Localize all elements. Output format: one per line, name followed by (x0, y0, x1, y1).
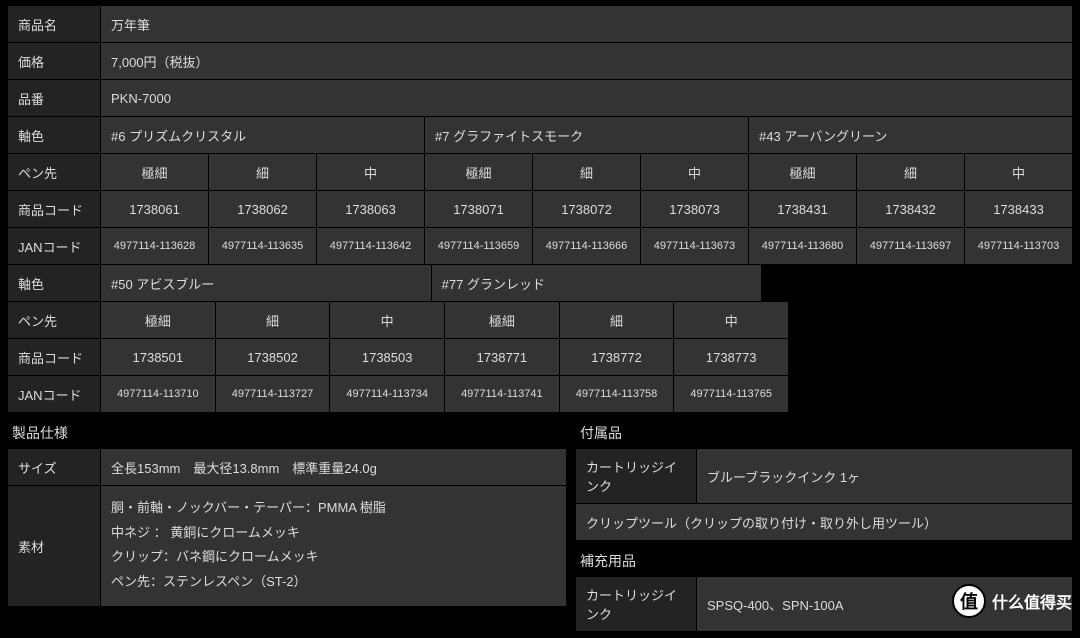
nib-row-1: 極細細中極細細中極細細中 (101, 154, 1072, 190)
table-cell: 4977114-113734 (330, 376, 444, 412)
color-name: #7 グラファイトスモーク (425, 117, 748, 153)
material-line: 胴・前軸・ノックバー・テーパー：PMMA 樹脂 (111, 496, 386, 521)
table-cell: 1738432 (857, 191, 964, 227)
table-cell: 4977114-113765 (674, 376, 788, 412)
table-cell: 1738773 (674, 339, 788, 375)
table-cell: 極細 (101, 154, 208, 190)
heading-accessories: 付属品 (576, 413, 1072, 449)
table-cell: 4977114-113666 (533, 228, 640, 264)
label-part-no: 品番 (8, 80, 100, 116)
heading-spec: 製品仕様 (8, 413, 566, 449)
value-product-name: 万年筆 (101, 6, 1072, 42)
table-cell: 4977114-113642 (317, 228, 424, 264)
table-cell: 1738503 (330, 339, 444, 375)
table-cell: 極細 (749, 154, 856, 190)
watermark-text: 什么值得买 (992, 589, 1072, 613)
color-name: #77 グランレッド (432, 265, 762, 301)
color-name: #6 プリズムクリスタル (101, 117, 424, 153)
label-product-name: 商品名 (8, 6, 100, 42)
table-cell: 中 (965, 154, 1072, 190)
code-row-1: 1738061173806217380631738071173807217380… (101, 191, 1072, 227)
watermark-icon: 值 (952, 584, 986, 618)
value-size: 全長153mm 最大径13.8mm 標準重量24.0g (101, 449, 566, 485)
table-cell: 1738771 (445, 339, 559, 375)
table-cell: 細 (209, 154, 316, 190)
table-cell: 4977114-113703 (965, 228, 1072, 264)
material-line: ペン先：ステンレスペン（ST-2） (111, 570, 307, 595)
label-cartridge-ink: カートリッジインク (576, 449, 696, 503)
material-line: クリップ：バネ鋼にクロームメッキ (111, 545, 319, 570)
table-cell: 1738431 (749, 191, 856, 227)
label-body-color: 軸色 (8, 265, 100, 301)
table-cell: 1738063 (317, 191, 424, 227)
label-jan-code: JANコード (8, 228, 100, 264)
table-cell: 細 (560, 302, 674, 338)
table-cell: 4977114-113635 (209, 228, 316, 264)
label-product-code: 商品コード (8, 191, 100, 227)
table-cell: 4977114-113741 (445, 376, 559, 412)
label-nib: ペン先 (8, 154, 100, 190)
watermark: 值 什么值得买 (952, 584, 1072, 618)
table-cell: 中 (674, 302, 788, 338)
table-cell: 1738072 (533, 191, 640, 227)
table-cell: 1738071 (425, 191, 532, 227)
table-cell: 細 (216, 302, 330, 338)
value-material: 胴・前軸・ノックバー・テーパー：PMMA 樹脂中ネジ ： 黄銅にクロームメッキク… (101, 486, 566, 606)
jan-row-1: 4977114-1136284977114-1136354977114-1136… (101, 228, 1072, 264)
value-part-no: PKN-7000 (101, 80, 1072, 116)
value-price: 7,000円（税抜） (101, 43, 1072, 79)
label-size: サイズ (8, 449, 100, 485)
nib-row-2: 極細細中極細細中 (101, 302, 1072, 338)
label-product-code: 商品コード (8, 339, 100, 375)
table-cell: 4977114-113710 (101, 376, 215, 412)
table-cell: 1738062 (209, 191, 316, 227)
value-acc-cartridge: ブルーブラックインク 1ヶ (697, 449, 1072, 503)
table-cell: 4977114-113673 (641, 228, 748, 264)
label-jan-code: JANコード (8, 376, 100, 412)
material-line: 中ネジ ： 黄銅にクロームメッキ (111, 521, 300, 546)
table-cell: 細 (857, 154, 964, 190)
table-cell: 極細 (445, 302, 559, 338)
table-cell: 1738501 (101, 339, 215, 375)
table-cell: 4977114-113727 (216, 376, 330, 412)
table-cell: 4977114-113680 (749, 228, 856, 264)
table-cell: 極細 (101, 302, 215, 338)
table-cell: 極細 (425, 154, 532, 190)
table-cell: 4977114-113758 (560, 376, 674, 412)
table-cell: 1738772 (560, 339, 674, 375)
jan-row-2: 4977114-1137104977114-1137274977114-1137… (101, 376, 1072, 412)
label-nib: ペン先 (8, 302, 100, 338)
table-cell: 1738502 (216, 339, 330, 375)
table-cell: 中 (641, 154, 748, 190)
table-cell: 4977114-113697 (857, 228, 964, 264)
color-name: #50 アビスブルー (101, 265, 431, 301)
code-row-2: 1738501173850217385031738771173877217387… (101, 339, 1072, 375)
label-price: 価格 (8, 43, 100, 79)
table-cell: 4977114-113628 (101, 228, 208, 264)
heading-refill: 補充用品 (576, 541, 1072, 577)
table-cell: 1738061 (101, 191, 208, 227)
color-name: #43 アーバングリーン (749, 117, 1072, 153)
label-material: 素材 (8, 486, 100, 606)
value-clip-tool: クリップツール（クリップの取り付け・取り外し用ツール） (576, 504, 1072, 540)
table-cell: 細 (533, 154, 640, 190)
label-body-color: 軸色 (8, 117, 100, 153)
table-cell: 中 (330, 302, 444, 338)
table-cell: 中 (317, 154, 424, 190)
label-cartridge-ink: カートリッジインク (576, 577, 696, 631)
table-cell: 4977114-113659 (425, 228, 532, 264)
table-cell: 1738433 (965, 191, 1072, 227)
table-cell: 1738073 (641, 191, 748, 227)
